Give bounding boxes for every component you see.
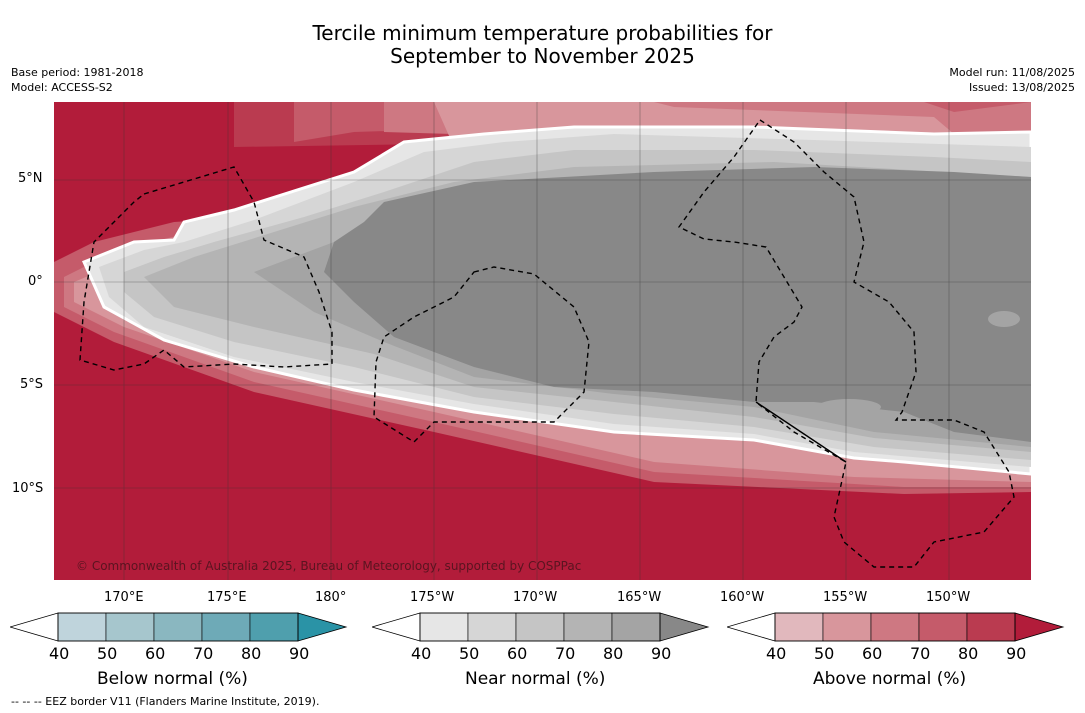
cb-below-tick-60: 60 — [145, 644, 166, 663]
island-light-patch — [988, 311, 1020, 327]
colorbar-above-cell — [966, 612, 1016, 642]
title-line-1: Tercile minimum temperature probabilitie… — [312, 21, 773, 45]
colorbar-above-cell — [918, 612, 968, 642]
colorbar-above — [727, 612, 1065, 642]
cb-above-tick-90: 90 — [1006, 644, 1027, 663]
colorbar-below-cell — [57, 612, 107, 642]
colorbar-below-cell — [105, 612, 155, 642]
cb-below-tick-90: 90 — [289, 644, 310, 663]
eez-kiribati-phoenix — [373, 266, 590, 443]
cb-near-tick-50: 50 — [459, 644, 480, 663]
cb-near-tick-90: 90 — [651, 644, 672, 663]
lon-label-150W: 150°W — [926, 590, 971, 605]
eez-kiribati-line — [677, 119, 1015, 568]
cb-above-tick-80: 80 — [958, 644, 979, 663]
cb-near-tick-70: 70 — [555, 644, 576, 663]
model-label: Model: ACCESS-S2 — [11, 81, 113, 94]
lon-label-165W: 165°W — [617, 590, 662, 605]
cb-below-tick-40: 40 — [49, 644, 70, 663]
meta-left: Base period: 1981-2018 Model: ACCESS-S2 — [11, 65, 143, 95]
colorbar-near-cell — [611, 612, 661, 642]
lon-label-170W: 170°W — [513, 590, 558, 605]
lat-label-5N: 5°N — [18, 171, 43, 186]
eez-borders — [79, 119, 1015, 568]
copyright-text: © Commonwealth of Australia 2025, Bureau… — [76, 559, 581, 573]
colorbar-near-cell — [419, 612, 469, 642]
cb-above-title: Above normal (%) — [813, 669, 967, 689]
colorbar-near-cell — [515, 612, 565, 642]
cb-near-tick-60: 60 — [507, 644, 528, 663]
colorbar-below-min-arrow — [10, 612, 59, 642]
colorbar-below-cell — [249, 612, 299, 642]
model-run-label: Model run: 11/08/2025 — [949, 66, 1075, 79]
cb-below-tick-70: 70 — [193, 644, 214, 663]
colorbar-above-max-arrow — [1014, 612, 1065, 642]
lon-label-155W: 155°W — [823, 590, 868, 605]
title-line-2: September to November 2025 — [390, 44, 695, 68]
issued-label: Issued: 13/08/2025 — [968, 81, 1075, 94]
island-light-patch-2 — [817, 399, 881, 415]
eez-solid-segment — [755, 401, 847, 463]
cb-above-tick-50: 50 — [814, 644, 835, 663]
lat-label-5S: 5°S — [20, 377, 44, 392]
colorbar-near — [372, 612, 710, 642]
lon-label-180: 180° — [315, 590, 347, 605]
base-period-label: Base period: 1981-2018 — [11, 66, 144, 79]
colorbar-below-frame — [57, 612, 299, 642]
lat-label-0: 0° — [28, 274, 43, 289]
lon-label-170E: 170°E — [104, 590, 144, 605]
colorbar-near-cell — [563, 612, 613, 642]
colorbar-above-cell — [870, 612, 920, 642]
cb-below-tick-50: 50 — [97, 644, 118, 663]
cb-near-title: Near normal (%) — [465, 669, 606, 689]
cb-near-tick-40: 40 — [411, 644, 432, 663]
colorbar-below-cell — [201, 612, 251, 642]
probability-map: © Commonwealth of Australia 2025, Bureau… — [54, 102, 1031, 580]
colorbar-near-max-arrow — [659, 612, 710, 642]
colorbar-above-frame — [774, 612, 1016, 642]
cb-near-tick-80: 80 — [603, 644, 624, 663]
eez-footnote: -- -- -- EEZ border V11 (Flanders Marine… — [11, 695, 320, 708]
cb-below-tick-80: 80 — [241, 644, 262, 663]
colorbar-near-min-arrow — [372, 612, 421, 642]
colorbar-below — [10, 612, 348, 642]
lat-label-10S: 10°S — [12, 481, 44, 496]
colorbar-near-frame — [419, 612, 661, 642]
cb-above-tick-40: 40 — [766, 644, 787, 663]
colorbar-above-cell — [774, 612, 824, 642]
lon-label-160W: 160°W — [720, 590, 765, 605]
gridlines — [54, 102, 1031, 580]
colorbar-near-cell — [467, 612, 517, 642]
meta-right: Model run: 11/08/2025 Issued: 13/08/2025 — [949, 65, 1075, 95]
eez-kiribati-gilbert — [79, 166, 333, 371]
colorbar-above-cell — [822, 612, 872, 642]
colorbar-below-cell — [153, 612, 203, 642]
near-band-90 — [324, 167, 1031, 442]
colorbar-above-min-arrow — [727, 612, 776, 642]
map-title: Tercile minimum temperature probabilitie… — [0, 22, 1085, 68]
colorbar-below-max-arrow — [297, 612, 348, 642]
lon-label-175E: 175°E — [207, 590, 247, 605]
cb-above-tick-70: 70 — [910, 644, 931, 663]
lon-label-175W: 175°W — [410, 590, 455, 605]
cb-below-title: Below normal (%) — [97, 669, 248, 689]
cb-above-tick-60: 60 — [862, 644, 883, 663]
